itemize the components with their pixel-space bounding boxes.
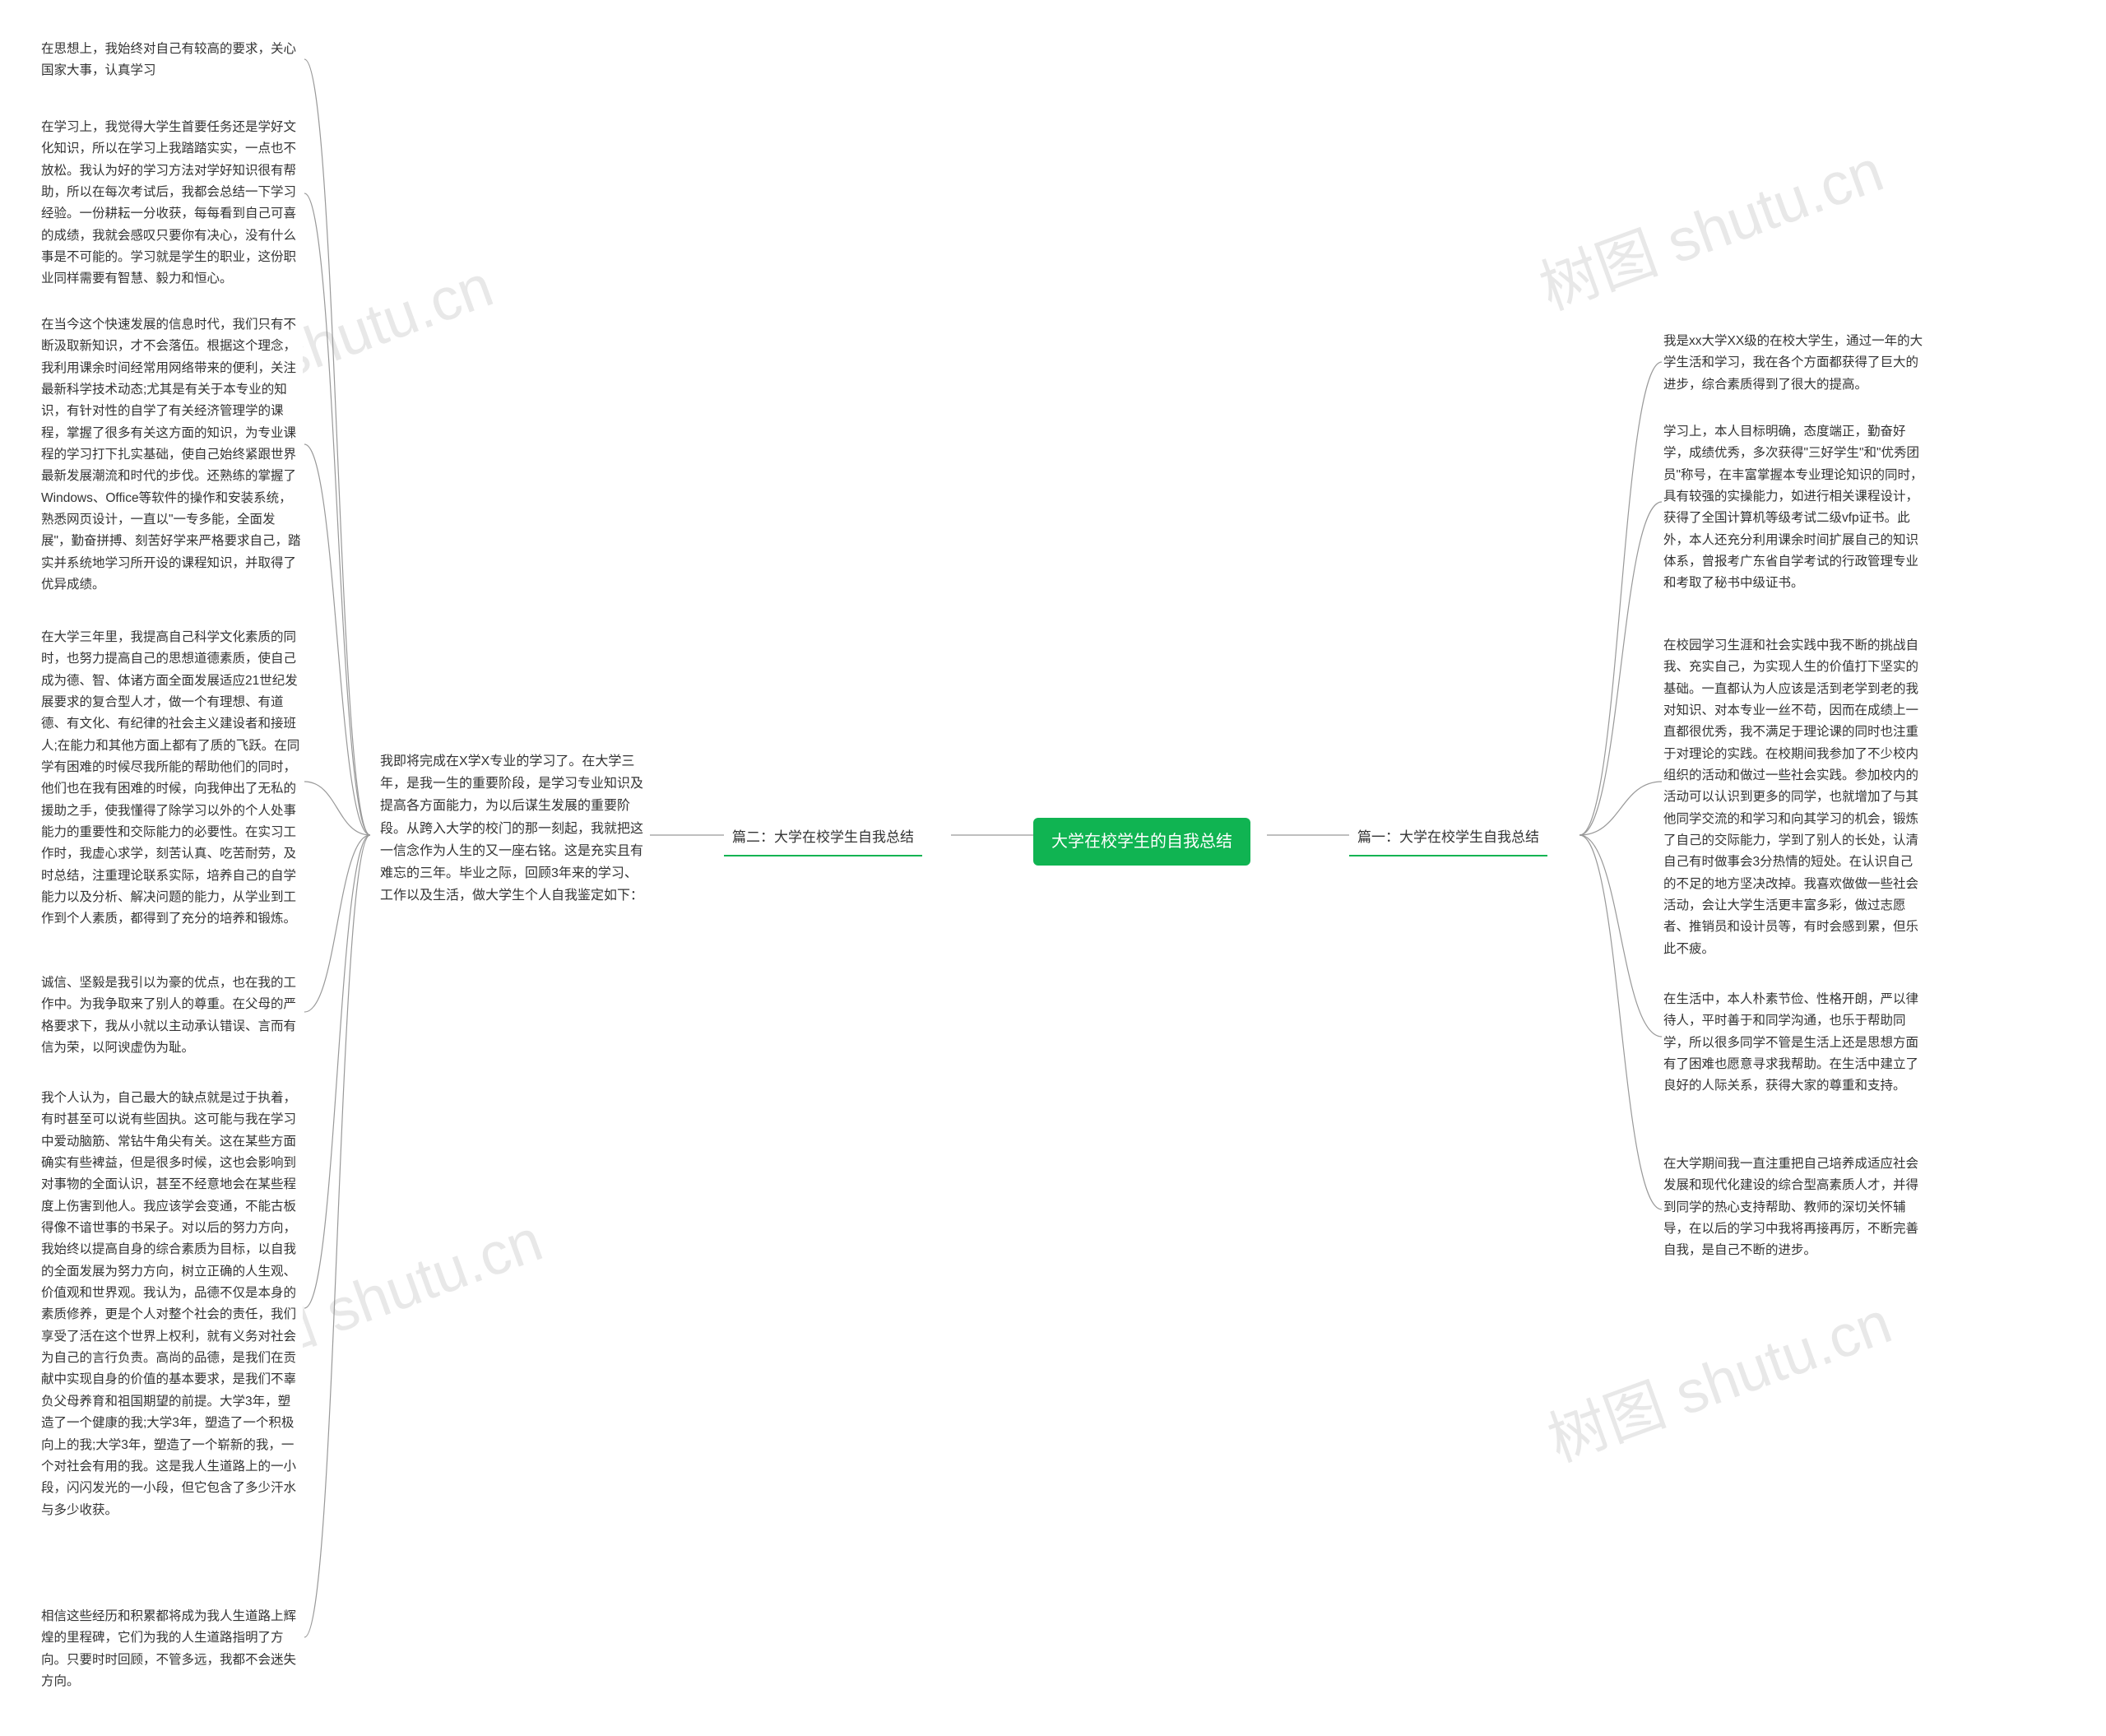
left-intro[interactable]: 我即将完成在X学X专业的学习了。在大学三年，是我一生的重要阶段，是学习专业知识及…	[378, 749, 650, 908]
leaf-text: 相信这些经历和积累都将成为我人生道路上辉煌的里程碑，它们为我的人生道路指明了方向…	[39, 1604, 303, 1694]
watermark: 树图 shutu.cn	[1534, 1274, 1901, 1478]
leaf-text: 我是xx大学XX级的在校大学生，通过一年的大学生活和学习，我在各个方面都获得了巨…	[1662, 329, 1925, 397]
leaf-text: 在大学期间我一直注重把自己培养成适应社会发展和现代化建设的综合型高素质人才，并得…	[1662, 1152, 1925, 1264]
leaf-right-0[interactable]: 我是xx大学XX级的在校大学生，通过一年的大学生活和学习，我在各个方面都获得了巨…	[1662, 329, 1925, 397]
leaf-left-4[interactable]: 诚信、坚毅是我引以为豪的优点，也在我的工作中。为我争取来了别人的尊重。在父母的严…	[39, 971, 303, 1061]
leaf-text: 学习上，本人目标明确，态度端正，勤奋好学，成绩优秀，多次获得"三好学生"和"优秀…	[1662, 420, 1925, 596]
leaf-right-1[interactable]: 学习上，本人目标明确，态度端正，勤奋好学，成绩优秀，多次获得"三好学生"和"优秀…	[1662, 420, 1925, 596]
branch-right-label: 篇一：大学在校学生自我总结	[1357, 829, 1539, 845]
branch-left-label: 篇二：大学在校学生自我总结	[732, 829, 914, 845]
leaf-text: 在大学三年里，我提高自己科学文化素质的同时，也努力提高自己的思想道德素质，使自己…	[39, 625, 303, 932]
branch-right[interactable]: 篇一：大学在校学生自我总结	[1349, 821, 1547, 856]
watermark: 树图 shutu.cn	[1526, 123, 1893, 327]
leaf-right-2[interactable]: 在校园学习生涯和社会实践中我不断的挑战自我、充实自己，为实现人生的价值打下坚实的…	[1662, 634, 1925, 962]
leaf-text: 在校园学习生涯和社会实践中我不断的挑战自我、充实自己，为实现人生的价值打下坚实的…	[1662, 634, 1925, 962]
leaf-text: 在思想上，我始终对自己有较高的要求，关心国家大事，认真学习	[39, 37, 303, 84]
leaf-right-3[interactable]: 在生活中，本人朴素节俭、性格开朗，严以律待人，平时善于和同学沟通，也乐于帮助同学…	[1662, 987, 1925, 1099]
leaf-text: 在生活中，本人朴素节俭、性格开朗，严以律待人，平时善于和同学沟通，也乐于帮助同学…	[1662, 987, 1925, 1099]
leaf-left-0[interactable]: 在思想上，我始终对自己有较高的要求，关心国家大事，认真学习	[39, 37, 303, 84]
leaf-left-6[interactable]: 相信这些经历和积累都将成为我人生道路上辉煌的里程碑，它们为我的人生道路指明了方向…	[39, 1604, 303, 1694]
leaf-text: 诚信、坚毅是我引以为豪的优点，也在我的工作中。为我争取来了别人的尊重。在父母的严…	[39, 971, 303, 1061]
leaf-right-4[interactable]: 在大学期间我一直注重把自己培养成适应社会发展和现代化建设的综合型高素质人才，并得…	[1662, 1152, 1925, 1264]
leaf-left-2[interactable]: 在当今这个快速发展的信息时代，我们只有不断汲取新知识，才不会落伍。根据这个理念，…	[39, 313, 303, 597]
leaf-left-1[interactable]: 在学习上，我觉得大学生首要任务还是学好文化知识，所以在学习上我踏踏实实，一点也不…	[39, 115, 303, 292]
leaf-left-3[interactable]: 在大学三年里，我提高自己科学文化素质的同时，也努力提高自己的思想道德素质，使自己…	[39, 625, 303, 932]
root-label: 大学在校学生的自我总结	[1051, 833, 1232, 851]
leaf-text: 我个人认为，自己最大的缺点就是过于执着，有时甚至可以说有些固执。这可能与我在学习…	[39, 1086, 303, 1523]
leaf-left-5[interactable]: 我个人认为，自己最大的缺点就是过于执着，有时甚至可以说有些固执。这可能与我在学习…	[39, 1086, 303, 1523]
leaf-text: 在当今这个快速发展的信息时代，我们只有不断汲取新知识，才不会落伍。根据这个理念，…	[39, 313, 303, 597]
leaf-text: 在学习上，我觉得大学生首要任务还是学好文化知识，所以在学习上我踏踏实实，一点也不…	[39, 115, 303, 292]
branch-left[interactable]: 篇二：大学在校学生自我总结	[724, 821, 922, 856]
root-node[interactable]: 大学在校学生的自我总结	[1033, 818, 1250, 866]
intro-text: 我即将完成在X学X专业的学习了。在大学三年，是我一生的重要阶段，是学习专业知识及…	[378, 749, 650, 908]
